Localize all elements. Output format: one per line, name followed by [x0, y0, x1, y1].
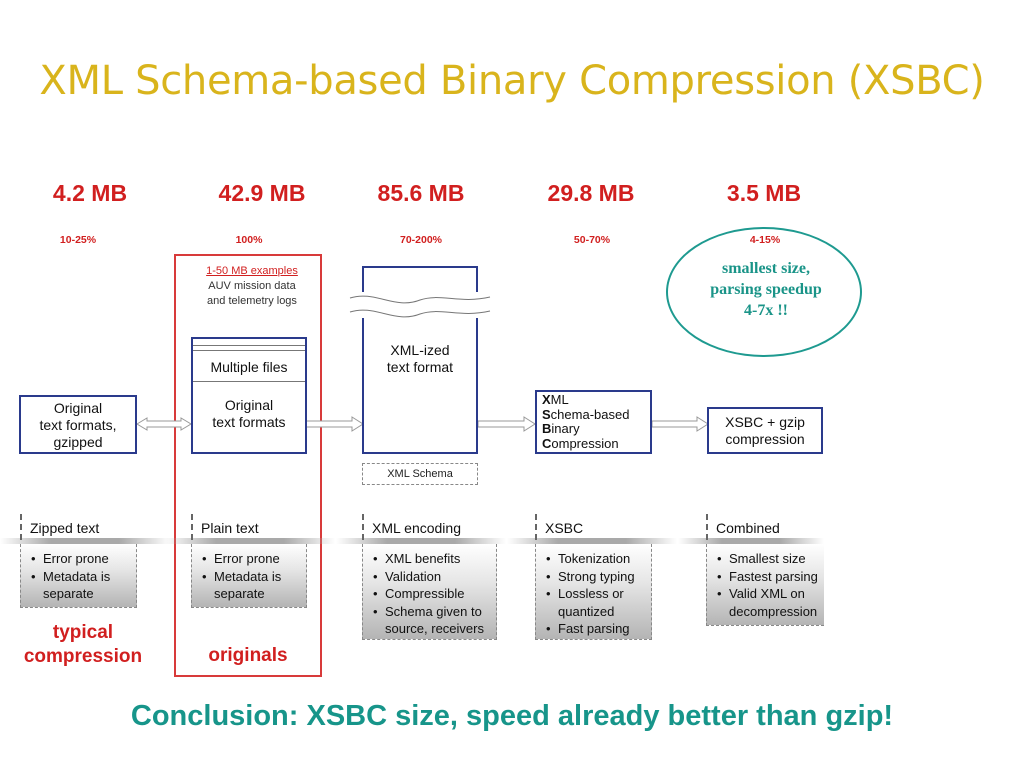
note-line-2: AUV mission data	[208, 280, 296, 292]
box-line: text formats	[212, 414, 286, 430]
arrow-xml-xsbc	[477, 416, 536, 432]
box-line: text formats,	[39, 417, 117, 433]
size-combined: 3.5 MB	[726, 180, 802, 206]
note-line-3: and telemetry logs	[207, 295, 297, 307]
callout-line-1: smallest size,	[722, 260, 810, 277]
xml-ized-label: XML-ized text format	[364, 342, 476, 376]
list-item: Valid XML on decompression	[717, 585, 824, 620]
box-line: text format	[386, 359, 454, 375]
stack-line	[193, 345, 305, 346]
panel-label: XSBC	[545, 520, 584, 536]
separator	[336, 538, 506, 544]
stack-divider	[193, 381, 305, 382]
callout-line-2: parsing speedup	[710, 281, 822, 298]
size-xml: 85.6 MB	[377, 180, 465, 206]
stack-line	[193, 350, 305, 351]
box-line: Original	[53, 400, 103, 416]
xsbc-line-s: Schema-based	[542, 406, 630, 422]
originals-label: originals	[208, 645, 288, 666]
list-item: Schema given to source, receivers	[373, 603, 496, 638]
panel-label: Combined	[716, 520, 780, 536]
xsbc-box: XML Schema-based Binary Compression	[535, 390, 652, 454]
label-line: typical	[52, 622, 114, 643]
list-item: Metadata is separate	[31, 568, 136, 603]
original-gzipped-box: Original text formats, gzipped	[19, 395, 137, 454]
original-text-label: Original text formats	[193, 397, 305, 431]
speedup-callout	[666, 227, 862, 357]
list-item: XML benefits	[373, 550, 496, 568]
list-item: Fast parsing	[546, 620, 651, 638]
separator	[507, 538, 677, 544]
typical-compression-label: typical compression	[5, 621, 161, 669]
examples-note: 1-50 MB examples AUV mission data and te…	[196, 264, 308, 309]
label-line: compression	[23, 646, 143, 667]
panel-label: Zipped text	[30, 520, 100, 536]
panel-plain: Plain text Error prone Metadata is separ…	[191, 514, 307, 608]
panel-combined: Combined Smallest size Fastest parsing V…	[706, 514, 824, 626]
xsbc-line-b: Binary	[542, 421, 580, 436]
list-item: Metadata is separate	[202, 568, 306, 603]
pct-xml: 70-200%	[399, 234, 443, 246]
list-item: Strong typing	[546, 568, 651, 586]
separator	[165, 538, 335, 544]
slide-title: XML Schema-based Binary Compression (XSB…	[39, 58, 985, 104]
separator	[678, 538, 824, 544]
box-line: XSBC + gzip	[725, 414, 805, 430]
panel-zipped: Zipped text Error prone Metadata is sepa…	[20, 514, 137, 608]
separator	[0, 538, 170, 544]
pct-xsbc: 50-70%	[573, 234, 611, 246]
panel-label: Plain text	[201, 520, 259, 536]
xsbc-line-c: Compression	[542, 435, 619, 451]
pct-zipped: 10-25%	[59, 234, 97, 246]
list-item: Fastest parsing	[717, 568, 824, 586]
box-line: XML-ized	[390, 342, 450, 358]
callout-line-3: 4-7x !!	[744, 302, 788, 319]
multiple-files-label: Multiple files	[210, 359, 288, 375]
arrow-originals-xml	[305, 416, 364, 432]
arrow-xsbc-gzip	[651, 416, 709, 432]
panel-label: XML encoding	[372, 520, 461, 536]
panel-xsbc: XSBC Tokenization Strong typing Lossless…	[535, 514, 652, 640]
list-item: Smallest size	[717, 550, 824, 568]
box-line: compression	[725, 431, 805, 447]
list-item: Compressible	[373, 585, 496, 603]
size-xsbc: 29.8 MB	[547, 180, 635, 206]
list-item: Validation	[373, 568, 496, 586]
size-plain: 42.9 MB	[218, 180, 306, 206]
xsbc-line-x: XML	[542, 392, 569, 407]
box-line: Original	[224, 397, 274, 413]
list-item: Error prone	[202, 550, 306, 568]
callout-text: smallest size, parsing speedup 4-7x !!	[676, 258, 856, 321]
box-line: gzipped	[53, 434, 103, 450]
list-item: Lossless or quantized	[546, 585, 651, 620]
panel-xml: XML encoding XML benefits Validation Com…	[362, 514, 497, 640]
list-item: Error prone	[31, 550, 136, 568]
originals-frame	[174, 254, 322, 677]
conclusion-text: Conclusion: XSBC size, speed already bet…	[130, 700, 894, 732]
size-zipped: 4.2 MB	[52, 180, 128, 206]
xsbc-gzip-box: XSBC + gzip compression	[707, 407, 823, 454]
originals-stack: Multiple files Original text formats	[191, 337, 307, 454]
note-line-1: 1-50 MB examples	[206, 265, 298, 277]
list-item: Tokenization	[546, 550, 651, 568]
xml-schema-box: XML Schema	[362, 463, 478, 485]
pct-plain: 100%	[235, 234, 263, 246]
